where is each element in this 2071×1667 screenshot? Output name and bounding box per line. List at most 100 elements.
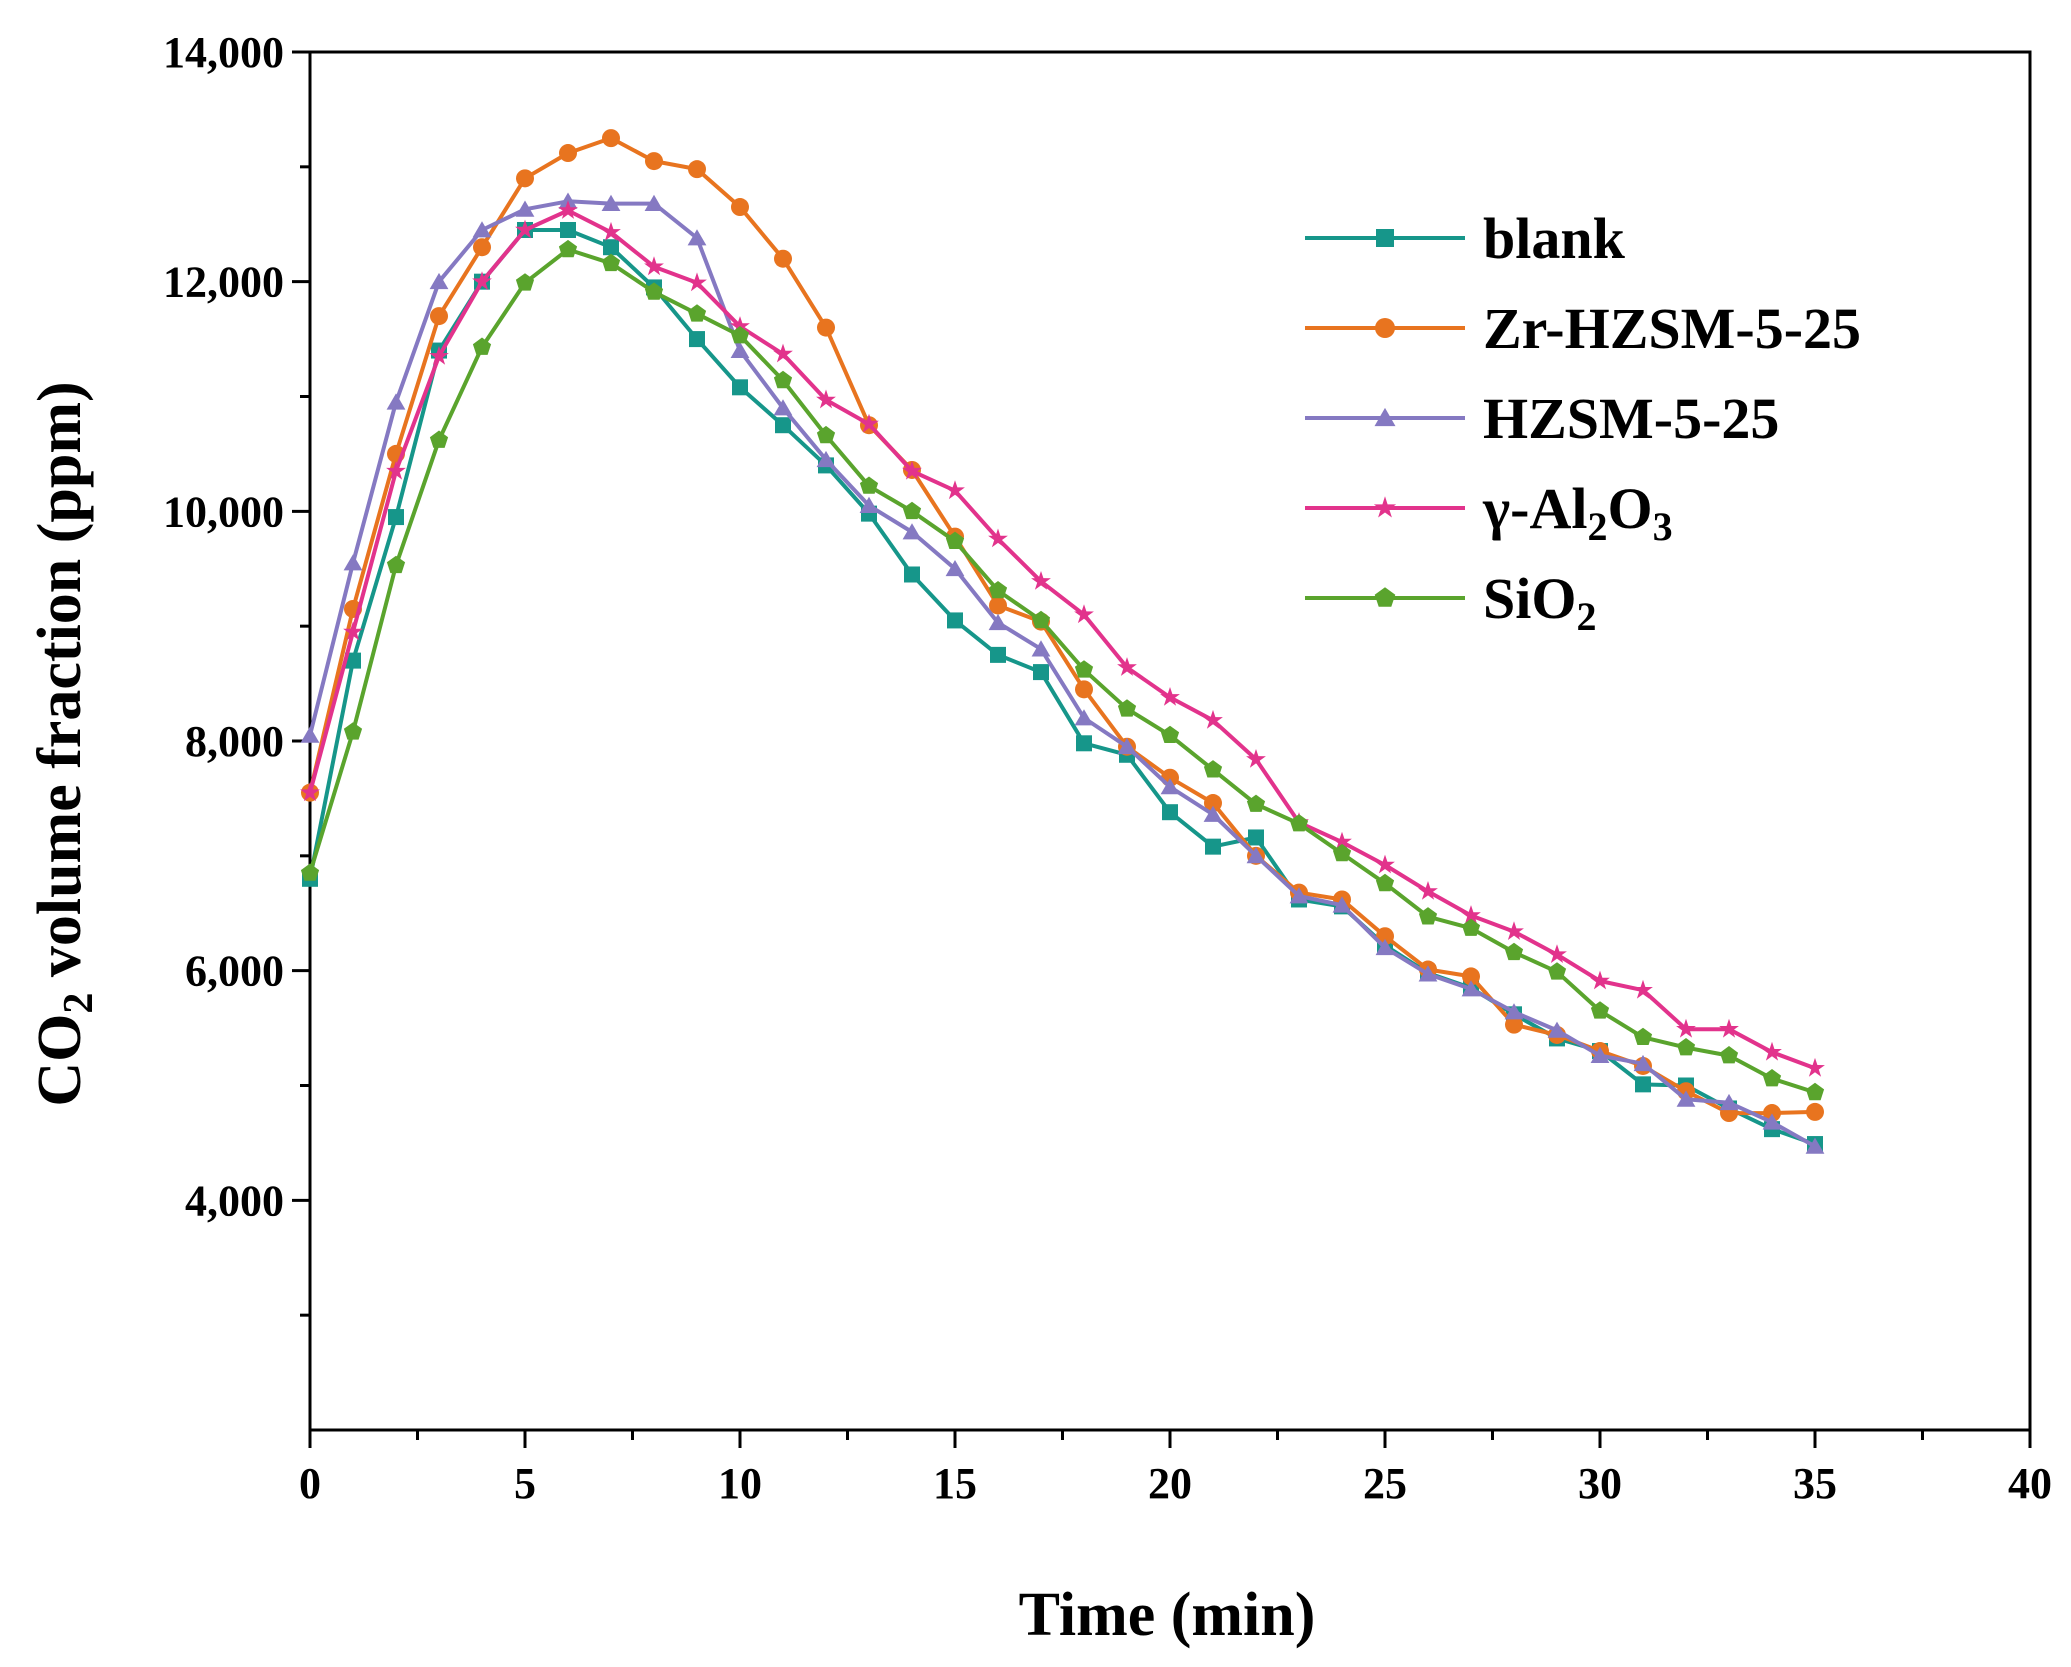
x-tick-label: 20 [1148,1459,1192,1508]
data-point--al2o3 [816,389,836,409]
series-group [300,129,1825,1154]
data-point-zr-hzsm-5-25 [516,169,534,188]
data-point--al2o3 [1246,749,1266,768]
data-point-sio2 [1117,699,1137,717]
legend-entry--al2o3: γ-Al2O3 [1305,476,1673,549]
data-point-blank [560,221,576,238]
y-tick-label: 8,000 [185,717,284,766]
y-axis-title-prefix: CO [26,1014,94,1107]
legend-label-part: γ-Al [1482,476,1587,541]
data-point-hzsm-5-25 [859,496,879,513]
data-point-hzsm-5-25 [1590,1046,1610,1063]
data-point-sio2 [429,430,449,448]
data-point--al2o3 [1375,854,1395,874]
data-point-hzsm-5-25 [1547,1021,1567,1038]
x-tick-label: 10 [718,1459,762,1508]
data-point-sio2 [472,337,492,355]
data-point--al2o3 [472,271,492,291]
data-point-sio2 [1246,794,1266,812]
data-point-hzsm-5-25 [1676,1090,1696,1107]
data-point-hzsm-5-25 [343,554,363,571]
data-point--al2o3 [386,460,406,480]
legend-label-part: 2 [1577,594,1597,639]
data-point-sio2 [816,425,836,444]
data-point-zr-hzsm-5-25 [1763,1104,1781,1123]
legend-marker-blank [1376,229,1394,247]
data-point--al2o3 [644,256,664,276]
data-point-blank [1033,664,1049,681]
data-point-hzsm-5-25 [945,560,965,577]
data-point-blank [1205,838,1221,855]
data-point--al2o3 [1074,604,1094,624]
data-point--al2o3 [515,219,535,239]
y-axis-title: CO2 volume fraction (ppm) [26,381,102,1106]
data-point-hzsm-5-25 [1074,709,1094,726]
data-point-hzsm-5-25 [1805,1137,1825,1154]
data-point-hzsm-5-25 [773,399,793,416]
data-point-hzsm-5-25 [1719,1093,1739,1111]
data-point-hzsm-5-25 [429,272,449,290]
data-point-sio2 [1418,907,1438,925]
data-point-hzsm-5-25 [730,341,750,358]
data-point--al2o3 [1160,687,1180,706]
data-point-sio2 [1547,962,1567,980]
data-point-hzsm-5-25 [472,221,492,238]
data-point-blank [1162,804,1178,821]
data-point--al2o3 [1461,905,1481,924]
data-point-zr-hzsm-5-25 [559,144,577,163]
x-axis-title: Time (min) [1019,1581,1316,1649]
data-point-blank [345,652,361,669]
data-point-sio2 [386,555,406,574]
legend-label-part: 2 [1587,504,1607,549]
data-point-blank [990,646,1006,663]
series--al2o3 [300,200,1825,1077]
data-point-zr-hzsm-5-25 [731,198,749,217]
y-tick-label: 6,000 [185,947,284,996]
data-point--al2o3 [1590,970,1610,990]
series-line-sio2 [308,247,1816,1095]
data-point-sio2 [1332,843,1352,862]
data-point-sio2 [945,531,965,549]
x-axis: 0 5 10 15 20 25 30 35 40 [299,1430,2052,1508]
x-tick-label: 30 [1578,1459,1622,1508]
data-point-zr-hzsm-5-25 [817,318,835,337]
data-point--al2o3 [1203,709,1223,729]
data-point-sio2 [343,722,363,740]
data-point-blank [904,566,920,583]
x-tick-label: 0 [299,1459,321,1508]
data-point-sio2 [1375,873,1395,892]
data-point-zr-hzsm-5-25 [1505,1015,1523,1034]
data-point--al2o3 [558,200,578,219]
legend-entry-zr-hzsm-5-25: Zr-HZSM-5-25 [1305,296,1861,361]
data-point-zr-hzsm-5-25 [645,152,663,171]
data-point--al2o3 [1547,944,1567,963]
legend-marker-hzsm-5-25 [1374,407,1396,427]
data-point-sio2 [1160,725,1180,743]
data-point-blank [947,612,963,629]
data-point-zr-hzsm-5-25 [1204,794,1222,813]
data-point-sio2 [1203,760,1223,778]
data-point-sio2 [902,501,922,520]
data-point-sio2 [1805,1082,1825,1101]
data-point-blank [1635,1076,1651,1093]
legend-label-part: Zr-HZSM-5-25 [1483,296,1861,361]
y-axis-title-subscript: 2 [56,993,102,1014]
data-point-hzsm-5-25 [644,194,664,211]
legend-entry-blank: blank [1305,206,1626,271]
data-point--al2o3 [859,413,879,433]
data-point-hzsm-5-25 [1246,847,1266,864]
data-point-blank [1076,735,1092,752]
legend-label-part: O [1607,476,1652,541]
data-point-zr-hzsm-5-25 [602,129,620,148]
data-point-zr-hzsm-5-25 [1075,680,1093,699]
data-point-sio2 [1074,660,1094,678]
data-point--al2o3 [1633,979,1653,999]
data-point-hzsm-5-25 [1375,938,1395,956]
data-point--al2o3 [1117,657,1137,676]
legend-label-part: 3 [1653,504,1673,549]
data-point-sio2 [773,370,793,389]
x-tick-label: 35 [1793,1459,1837,1508]
legend-marker-sio2 [1374,587,1396,607]
x-tick-label: 5 [514,1459,536,1508]
